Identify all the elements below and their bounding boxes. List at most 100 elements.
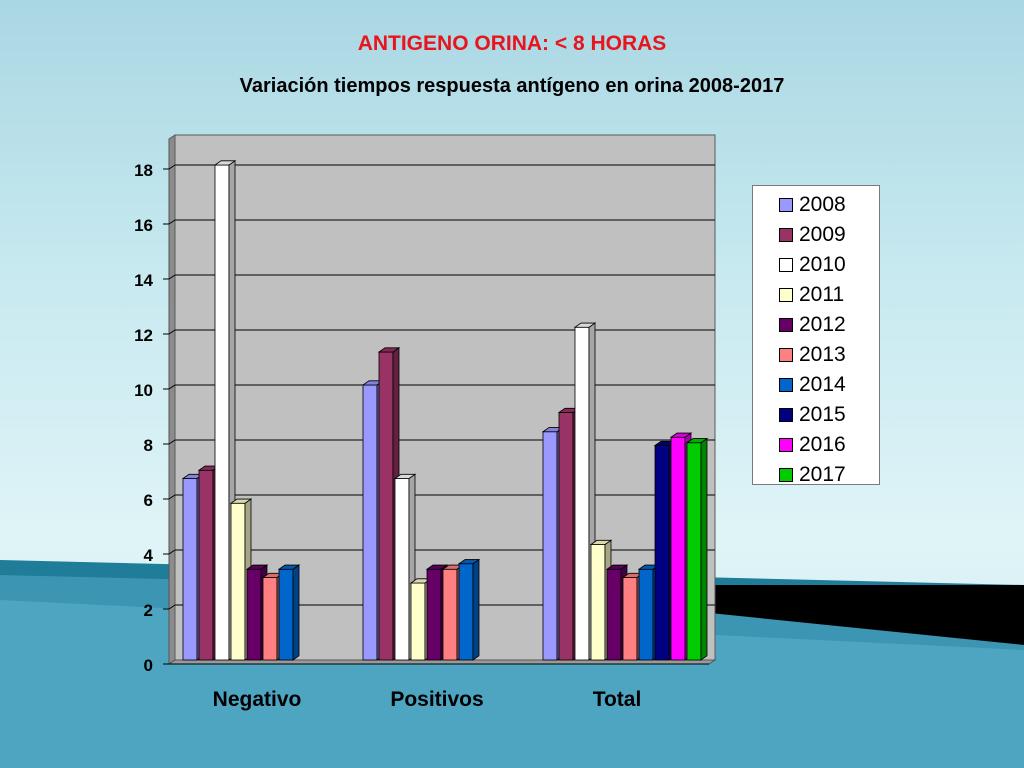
y-tick-label: 12 (134, 326, 153, 345)
legend-label: 2016 (799, 433, 846, 456)
legend-item-2013: 2013 (779, 340, 879, 370)
bar-front (198, 469, 214, 661)
legend-label: 2015 (799, 403, 846, 426)
bar-front (558, 412, 574, 661)
legend-item-2009: 2009 (779, 220, 879, 250)
legend-item-2017: 2017 (779, 460, 879, 490)
bar-front (590, 544, 606, 661)
legend-label: 2008 (799, 193, 846, 216)
bar-top (245, 564, 269, 570)
bar-front (362, 384, 378, 661)
bar-front (278, 568, 294, 661)
bar-front (410, 582, 426, 661)
legend-swatch (779, 258, 793, 272)
y-tick-label: 0 (144, 656, 153, 675)
bar-side (472, 558, 480, 661)
legend-label: 2017 (799, 463, 846, 486)
y-tick-labels: 0 2 4 6 8 10 12 14 16 18 (134, 161, 153, 675)
plot-floor (167, 659, 717, 665)
bar-top (377, 347, 401, 353)
bar-top (685, 438, 709, 444)
bar-top (393, 473, 417, 479)
legend-item-2010: 2010 (779, 250, 879, 280)
x-tick-labels: Negativo Positivos Total (213, 688, 642, 711)
bar-front (182, 478, 198, 661)
y-tick-label: 14 (134, 271, 153, 290)
bar-positivos-2014 (457, 558, 481, 661)
bar-top (425, 564, 449, 570)
bar-front (214, 164, 230, 661)
legend-item-2015: 2015 (779, 400, 879, 430)
bar-negativo-2014 (277, 564, 301, 661)
y-tick-label: 2 (144, 601, 153, 620)
bar-top (213, 160, 237, 166)
y-tick-label: 6 (144, 491, 153, 510)
bar-front (246, 568, 262, 661)
bar-side (292, 564, 300, 661)
bar-top (229, 498, 253, 504)
gridline-depth (168, 549, 176, 555)
bar-front (230, 502, 246, 661)
legend-swatch (779, 228, 793, 242)
bar-front (426, 568, 442, 661)
legend-item-2016: 2016 (779, 430, 879, 460)
bar-front (394, 478, 410, 661)
bar-side (700, 437, 708, 661)
bar-front (542, 431, 558, 661)
legend-item-2011: 2011 (779, 280, 879, 310)
legend-swatch (779, 378, 793, 392)
legend-swatch (779, 468, 793, 482)
bar-front (458, 563, 474, 661)
gridline-depth (168, 274, 176, 280)
bar-front (654, 445, 670, 661)
bar-top (669, 432, 693, 438)
bar-positivos-2010 (393, 473, 417, 661)
legend-label: 2010 (799, 253, 846, 276)
chart-subtitle: Variación tiempos respuesta antígeno en … (239, 75, 785, 97)
x-tick-label-total: Total (593, 688, 642, 711)
bar-front (262, 577, 278, 661)
bar-top (277, 564, 301, 570)
legend-swatch (779, 438, 793, 452)
bar-front (574, 326, 590, 661)
plot-side-wall (168, 134, 176, 665)
y-tick-label: 4 (144, 546, 154, 565)
legend-swatch (779, 408, 793, 422)
bar-front (378, 351, 394, 661)
y-tick-label: 10 (134, 381, 153, 400)
bar-top (589, 539, 613, 545)
legend-item-2012: 2012 (779, 310, 879, 340)
legend-item-2014: 2014 (779, 370, 879, 400)
legend-label: 2012 (799, 313, 846, 336)
legend-swatch (779, 348, 793, 362)
gridline-depth (168, 439, 176, 445)
legend-swatch (779, 198, 793, 212)
bar-total-2017 (685, 437, 709, 661)
gridline-depth (168, 164, 176, 170)
y-tick-label: 16 (134, 216, 153, 235)
bar-top (605, 564, 629, 570)
gridline-depth (168, 494, 176, 500)
gridline-depth (168, 604, 176, 610)
bar-top (573, 322, 597, 328)
legend-swatch (779, 288, 793, 302)
legend-item-2008: 2008 (779, 190, 879, 220)
x-tick-label-positivos: Positivos (390, 688, 483, 711)
bar-front (638, 568, 654, 661)
legend-swatch (779, 318, 793, 332)
gridline-depth (168, 329, 176, 335)
legend-label: 2011 (799, 283, 845, 306)
legend-label: 2009 (799, 223, 846, 246)
bar-front (686, 442, 702, 661)
bar-front (442, 568, 458, 661)
bar-front (606, 568, 622, 661)
bars (181, 160, 709, 661)
chart-title: ANTIGENO ORINA: < 8 HORAS (357, 32, 667, 55)
bar-front (670, 436, 686, 661)
y-tick-label: 18 (134, 161, 153, 180)
bar-front (622, 577, 638, 661)
bar-top (457, 559, 481, 565)
y-tick-label: 8 (144, 436, 153, 455)
legend-label: 2013 (799, 343, 846, 366)
